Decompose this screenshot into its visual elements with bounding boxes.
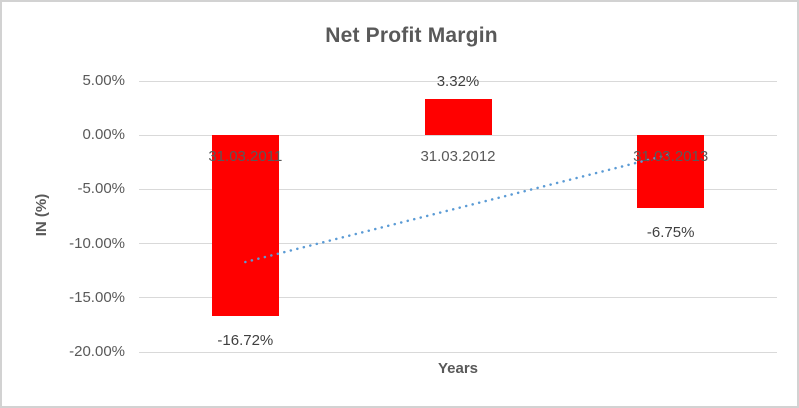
bar-data-label: 3.32% (436, 73, 480, 91)
y-tick-label: -20.00% (69, 343, 125, 360)
bar-data-label: -16.72% (217, 332, 274, 350)
gridline (139, 134, 777, 136)
y-tick-label: 0.00% (82, 126, 125, 144)
y-tick-label: -5.00% (77, 180, 125, 198)
gridline (139, 297, 777, 299)
gridline (139, 351, 777, 353)
y-tick-label: 5.00% (82, 72, 125, 89)
y-tick-label: -10.00% (69, 234, 125, 252)
bar-data-label: -6.75% (646, 224, 695, 242)
y-tick-label: -15.00% (69, 288, 125, 306)
x-axis-title: Years (437, 360, 479, 377)
chart-title: Net Profit Margin (325, 24, 498, 47)
x-category-label: 31.03.2012 (420, 148, 496, 166)
x-category-label: 31.03.2011 (208, 148, 283, 166)
bar (637, 135, 705, 209)
bar (424, 99, 492, 136)
x-category-label: 31.03.2013 (633, 148, 709, 166)
gridline (139, 80, 777, 82)
